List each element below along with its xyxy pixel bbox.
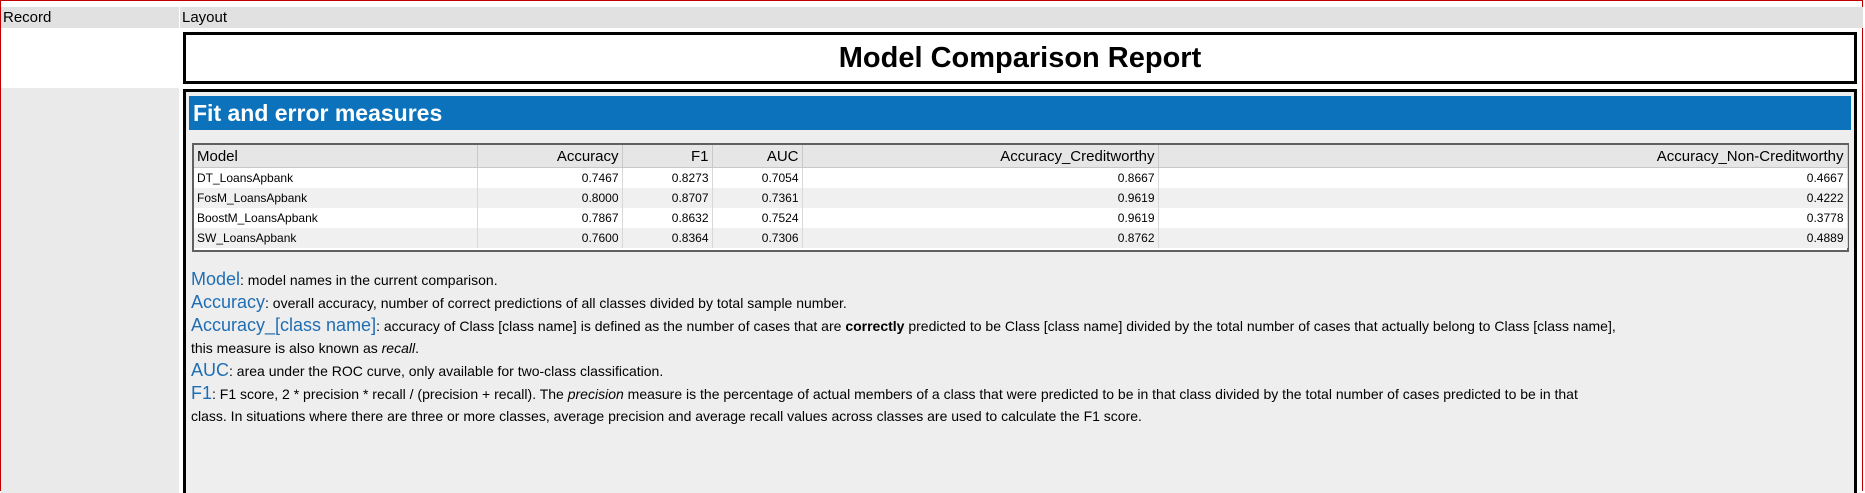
definition-text: : accuracy of Class [class name] is defi… xyxy=(376,318,846,334)
definition-text: . xyxy=(415,340,419,356)
cell-auc: 0.7361 xyxy=(712,188,803,208)
term-model: Model xyxy=(191,269,241,289)
term-f1: F1 xyxy=(191,383,213,403)
cell-accuracy-creditworthy: 0.9619 xyxy=(802,208,1159,228)
cell-accuracy-non-creditworthy: 0.4889 xyxy=(1158,228,1848,248)
table-row: FosM_LoansApbank 0.8000 0.8707 0.7361 0.… xyxy=(194,188,1848,208)
definition-text: : F1 score, 2 * precision * recall / (pr… xyxy=(212,386,568,402)
definition-text: : model names in the current comparison. xyxy=(240,272,498,288)
record-cell-1[interactable] xyxy=(1,29,179,87)
definition-text: : overall accuracy, number of correct pr… xyxy=(265,295,847,311)
cell-accuracy: 0.7867 xyxy=(477,208,623,228)
comparison-table-container: Model Accuracy F1 AUC Accuracy_Creditwor… xyxy=(192,143,1849,252)
report-panel: Fit and error measures Model Accuracy F1… xyxy=(183,89,1857,493)
table-header-row: Model Accuracy F1 AUC Accuracy_Creditwor… xyxy=(194,145,1848,168)
cell-model: DT_LoansApbank xyxy=(194,167,478,188)
definition-text: class. In situations where there are thr… xyxy=(191,408,1142,424)
cell-f1: 0.8707 xyxy=(622,188,713,208)
record-column-label: Record xyxy=(3,9,52,26)
section-title: Fit and error measures xyxy=(193,100,443,126)
definition-text: predicted to be Class [class name] divid… xyxy=(904,318,1616,334)
cell-accuracy-creditworthy: 0.9619 xyxy=(802,188,1159,208)
definition-text: : area under the ROC curve, only availab… xyxy=(229,363,664,379)
term-auc: AUC xyxy=(191,360,230,380)
table-row: DT_LoansApbank 0.7467 0.8273 0.7054 0.86… xyxy=(194,167,1848,188)
comparison-table: Model Accuracy F1 AUC Accuracy_Creditwor… xyxy=(194,145,1848,248)
cell-auc: 0.7054 xyxy=(712,167,803,188)
column-header-accuracy-non-creditworthy[interactable]: Accuracy_Non-Creditworthy xyxy=(1158,145,1848,168)
section-header: Fit and error measures xyxy=(189,96,1851,130)
cell-accuracy: 0.8000 xyxy=(477,188,623,208)
definition-accuracy: Accuracy: overall accuracy, number of co… xyxy=(191,291,1847,314)
report-title-box: Model Comparison Report xyxy=(183,32,1857,84)
cell-accuracy: 0.7467 xyxy=(477,167,623,188)
term-accuracy-class: Accuracy_[class name] xyxy=(191,315,377,335)
cell-accuracy: 0.7600 xyxy=(477,228,623,248)
definition-text: this measure is also known as xyxy=(191,340,382,356)
layout-column-header[interactable]: Layout xyxy=(180,7,1863,28)
table-row: BoostM_LoansApbank 0.7867 0.8632 0.7524 … xyxy=(194,208,1848,228)
definition-text: measure is the percentage of actual memb… xyxy=(623,386,1578,402)
column-header-model[interactable]: Model xyxy=(194,145,478,168)
definition-italic-text: precision xyxy=(567,386,624,402)
cell-model: BoostM_LoansApbank xyxy=(194,208,478,228)
term-accuracy: Accuracy xyxy=(191,292,266,312)
table-row: SW_LoansApbank 0.7600 0.8364 0.7306 0.87… xyxy=(194,228,1848,248)
record-cell-2[interactable] xyxy=(1,88,179,493)
report-title: Model Comparison Report xyxy=(838,42,1202,74)
cell-f1: 0.8273 xyxy=(622,167,713,188)
definition-bold-text: correctly xyxy=(845,318,905,334)
column-header-accuracy[interactable]: Accuracy xyxy=(477,145,623,168)
column-header-auc[interactable]: AUC xyxy=(712,145,803,168)
definition-model: Model: model names in the current compar… xyxy=(191,268,1847,291)
cell-accuracy-creditworthy: 0.8667 xyxy=(802,167,1159,188)
cell-f1: 0.8364 xyxy=(622,228,713,248)
definitions-block: Model: model names in the current compar… xyxy=(191,268,1847,427)
column-header-f1[interactable]: F1 xyxy=(622,145,713,168)
cell-model: FosM_LoansApbank xyxy=(194,188,478,208)
cell-auc: 0.7306 xyxy=(712,228,803,248)
definition-auc: AUC: area under the ROC curve, only avai… xyxy=(191,359,1847,382)
cell-model: SW_LoansApbank xyxy=(194,228,478,248)
definition-italic-text: recall xyxy=(381,340,416,356)
cell-accuracy-non-creditworthy: 0.4667 xyxy=(1158,167,1848,188)
cell-auc: 0.7524 xyxy=(712,208,803,228)
definition-accuracy-class: Accuracy_[class name]: accuracy of Class… xyxy=(191,314,1847,359)
cell-accuracy-non-creditworthy: 0.4222 xyxy=(1158,188,1848,208)
definition-f1: F1: F1 score, 2 * precision * recall / (… xyxy=(191,382,1847,427)
cell-accuracy-non-creditworthy: 0.3778 xyxy=(1158,208,1848,228)
record-column-header[interactable]: Record xyxy=(1,7,179,28)
column-header-accuracy-creditworthy[interactable]: Accuracy_Creditworthy xyxy=(802,145,1159,168)
layout-column-label: Layout xyxy=(182,9,228,26)
cell-f1: 0.8632 xyxy=(622,208,713,228)
cell-accuracy-creditworthy: 0.8762 xyxy=(802,228,1159,248)
